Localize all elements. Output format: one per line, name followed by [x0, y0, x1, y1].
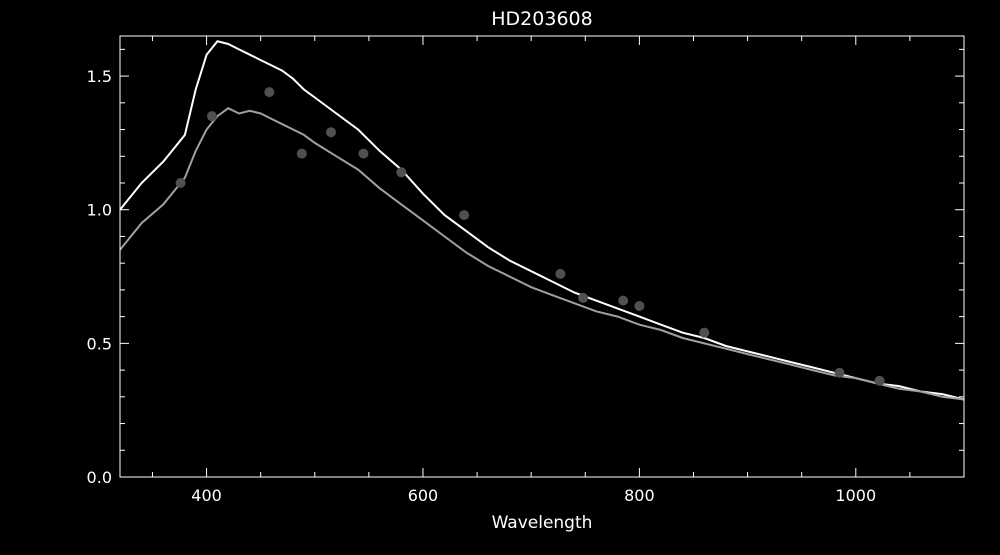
y-tick-label: 1.5 [87, 67, 112, 86]
data-point [618, 295, 629, 306]
data-point [459, 210, 470, 221]
data-point [834, 367, 845, 378]
y-tick-label: 0.0 [87, 468, 112, 487]
x-axis-label: Wavelength [492, 513, 593, 533]
x-tick-label: 600 [408, 486, 439, 505]
y-tick-label: 1.0 [87, 201, 112, 220]
data-point [396, 167, 407, 178]
data-point [326, 127, 336, 138]
y-tick-label: 0.5 [87, 334, 112, 353]
data-point [358, 148, 369, 159]
data-point [175, 178, 186, 188]
data-point [206, 111, 217, 122]
x-tick-label: 800 [624, 486, 655, 505]
chart-title: HD203608 [491, 8, 592, 30]
x-tick-label: 1000 [835, 486, 876, 505]
data-point [634, 300, 645, 311]
spectrum-lines [119, 40, 965, 401]
plot-frame [119, 35, 965, 478]
photometry-points [175, 87, 885, 386]
x-tick-label: 400 [191, 486, 222, 505]
data-point [699, 327, 710, 338]
data-point [264, 87, 275, 98]
axes: 400 600 800 1000 0.0 0.5 1.0 1.5 [87, 36, 965, 505]
data-point [874, 375, 885, 386]
data-point [296, 148, 307, 159]
data-point [578, 292, 589, 303]
spectrum-line-0 [119, 40, 965, 401]
data-point [555, 268, 566, 279]
spectrum-line-1 [119, 107, 965, 401]
